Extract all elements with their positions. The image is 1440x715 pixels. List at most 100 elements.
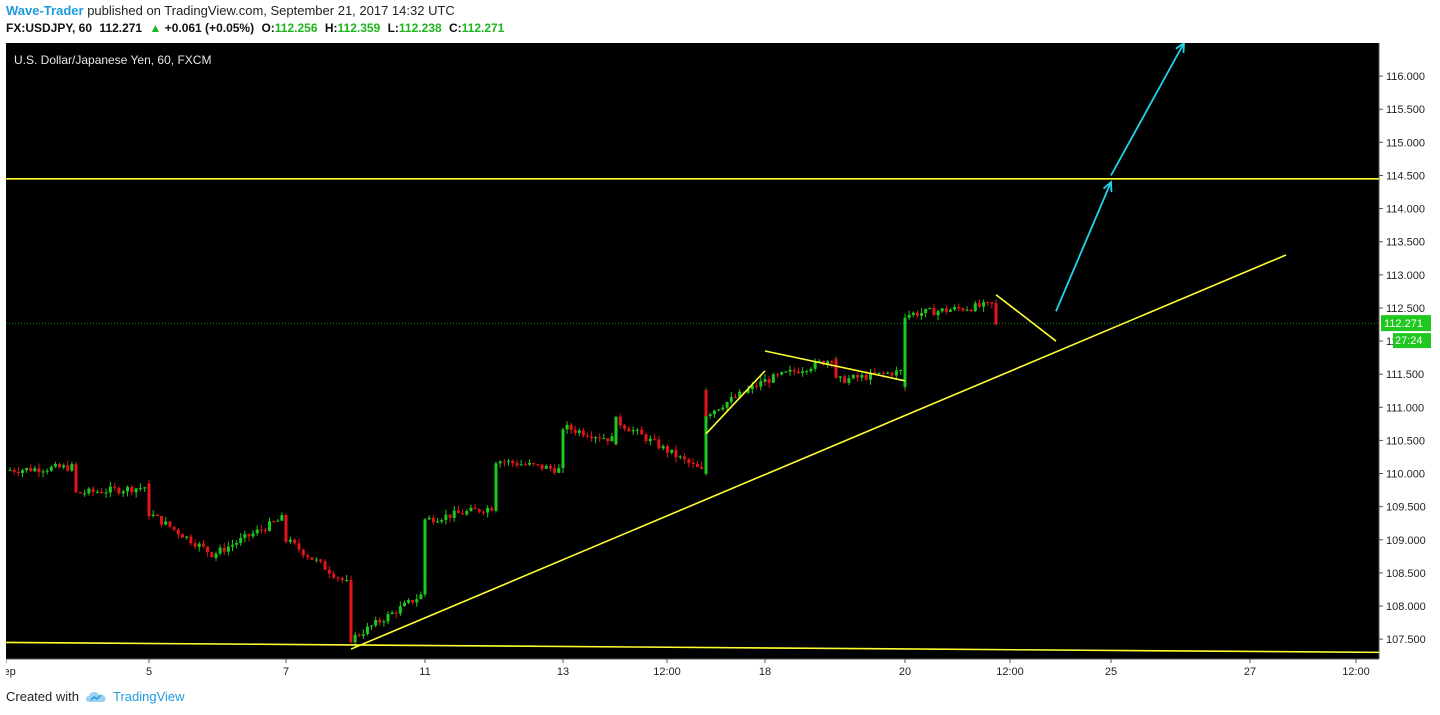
candle-body — [657, 439, 661, 449]
candle-body — [243, 534, 247, 538]
candle-body — [507, 460, 511, 462]
candle-body — [95, 491, 99, 493]
candle-body — [100, 491, 104, 494]
candle-body — [477, 509, 481, 512]
candle-body — [561, 429, 565, 467]
candle-body — [143, 487, 147, 489]
candle-body — [386, 614, 390, 622]
candle-body — [532, 463, 536, 465]
trendline — [6, 641, 1380, 654]
candle-body — [49, 466, 53, 471]
candle-body — [602, 438, 606, 440]
high-value: 112.359 — [337, 21, 381, 35]
x-tick-label: 13 — [557, 666, 569, 678]
candle-body — [440, 520, 444, 522]
candle-body — [247, 534, 251, 537]
candle-body — [623, 425, 627, 429]
y-tick-label: 113.500 — [1386, 237, 1425, 249]
projection-arrowhead — [1102, 180, 1113, 193]
candle-body — [74, 466, 78, 493]
candle-body — [155, 514, 159, 517]
candle-body — [851, 374, 855, 379]
candle-body — [83, 493, 87, 495]
y-tick-label: 114.000 — [1386, 204, 1425, 216]
candle-body — [160, 516, 164, 525]
tradingview-link[interactable]: TradingView — [112, 689, 185, 704]
candle-body — [469, 507, 473, 512]
candle-body — [431, 517, 435, 523]
candle-body — [306, 555, 310, 558]
high-label: H: — [324, 21, 338, 35]
candle-body — [8, 470, 12, 472]
candle-body — [259, 529, 263, 531]
y-tick-label: 111.500 — [1386, 369, 1424, 381]
price-chart[interactable]: U.S. Dollar/Japanese Yen, 60, FXCM 107.50… — [6, 43, 1435, 683]
chart-area[interactable]: U.S. Dollar/Japanese Yen, 60, FXCM 107.50… — [6, 43, 1435, 683]
candle-body — [528, 463, 531, 465]
y-tick-label: 107.500 — [1386, 634, 1426, 646]
candle-body — [805, 371, 809, 373]
candle-body — [314, 559, 318, 561]
candle-body — [66, 465, 70, 471]
candle-body — [695, 463, 699, 468]
candle-body — [276, 520, 280, 522]
candle-body — [788, 369, 792, 372]
candle-body — [729, 397, 733, 403]
candle-body — [353, 634, 357, 643]
candle-body — [557, 468, 561, 473]
candle-body — [734, 397, 737, 399]
candle-body — [390, 612, 394, 615]
candle-body — [121, 491, 125, 494]
candle-body — [511, 460, 515, 464]
candle-body — [218, 547, 222, 554]
x-tick-label: 12:00 — [996, 666, 1024, 678]
candle-body — [349, 582, 353, 643]
x-tick-label: Sep — [6, 666, 16, 678]
last-price-label: 112.271 — [1384, 318, 1423, 330]
candle-body — [523, 464, 527, 466]
candle-body — [378, 620, 382, 623]
y-tick-label: 114.500 — [1386, 170, 1425, 182]
author-link[interactable]: Wave-Trader — [6, 3, 84, 18]
close-label: C: — [448, 21, 462, 35]
candle-body — [712, 410, 716, 415]
candle-body — [894, 370, 898, 376]
candle-body — [280, 515, 284, 521]
candle-body — [830, 361, 834, 363]
candle-body — [683, 456, 687, 460]
candle-body — [606, 438, 610, 442]
candle-body — [456, 510, 460, 514]
candle-body — [374, 620, 378, 626]
candle-body — [965, 309, 969, 311]
footer: Created with TradingView — [6, 689, 185, 704]
plot-background — [6, 43, 1379, 659]
created-with-text: Created with — [6, 689, 79, 704]
low-value: 112.238 — [398, 21, 442, 35]
up-arrow-icon: ▲ — [149, 21, 162, 35]
candle-body — [37, 468, 41, 473]
candle-body — [407, 599, 411, 603]
x-tick-label: 12:00 — [1342, 666, 1370, 678]
y-tick-label: 109.000 — [1386, 535, 1426, 547]
symbol-label: FX:USDJPY, 60 — [6, 21, 93, 35]
y-tick-label: 110.500 — [1386, 435, 1425, 447]
chart-title: U.S. Dollar/Japanese Yen, 60, FXCM — [14, 53, 211, 67]
candle-body — [58, 464, 62, 468]
candle-body — [763, 379, 767, 382]
candle-body — [924, 308, 928, 314]
candle-body — [635, 429, 639, 431]
candle-body — [193, 543, 197, 547]
candle-body — [91, 488, 95, 492]
published-text: published on TradingView.com, September … — [87, 3, 455, 18]
candle-body — [678, 456, 682, 458]
candle-body — [670, 449, 674, 453]
candle-body — [944, 308, 948, 312]
candle-body — [792, 369, 796, 372]
y-tick-label: 116.000 — [1386, 71, 1425, 83]
candle-body — [423, 519, 427, 582]
candle-body — [911, 312, 915, 315]
candle-body — [877, 372, 881, 374]
candle-body — [594, 437, 598, 439]
last-price-badge — [1381, 315, 1431, 332]
candle-body — [899, 369, 903, 371]
